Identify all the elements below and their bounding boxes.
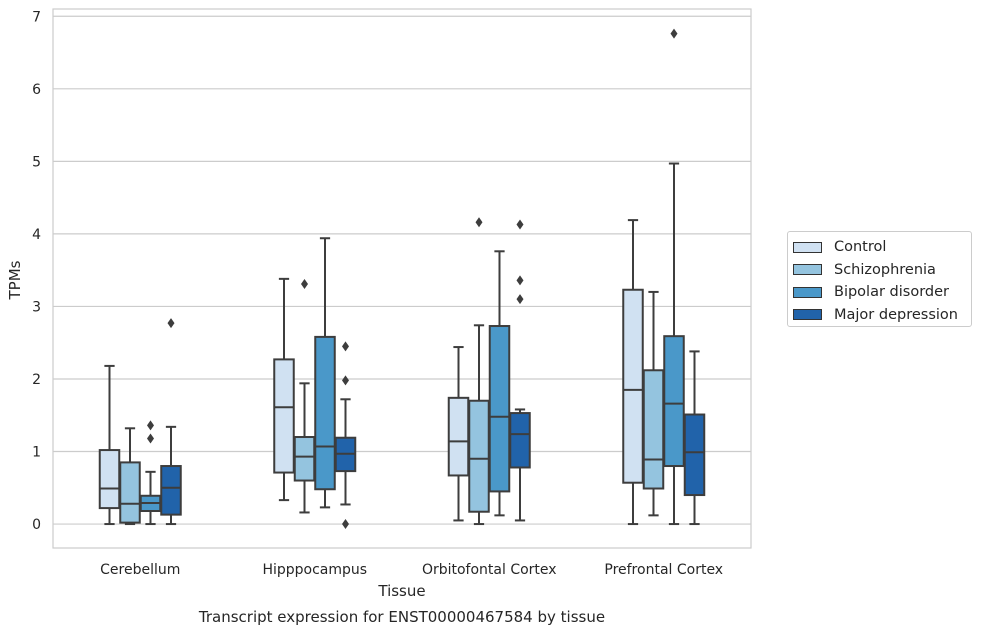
outlier-point bbox=[670, 28, 678, 39]
box-3-2 bbox=[663, 28, 685, 526]
box-1-0 bbox=[273, 277, 295, 502]
box-body bbox=[642, 369, 665, 490]
legend-label: Control bbox=[834, 239, 887, 256]
x-axis-label: Tissue bbox=[377, 582, 425, 600]
box-body bbox=[488, 325, 511, 493]
box-body bbox=[683, 413, 706, 497]
box-3-0 bbox=[622, 219, 644, 526]
box-3-3 bbox=[683, 350, 706, 526]
y-tick-labels: 0 1 2 3 4 5 6 7 bbox=[32, 9, 41, 533]
outlier-point bbox=[147, 433, 154, 444]
y-tick-label: 0 bbox=[32, 517, 41, 533]
x-tick-label: Orbitofontal Cortex bbox=[422, 562, 557, 578]
y-tick-label: 2 bbox=[32, 372, 41, 388]
x-tick-label: Cerebellum bbox=[100, 562, 180, 578]
x-tick-labels: Cerebellum Hipppocampus Orbitofontal Corte… bbox=[100, 562, 723, 578]
y-axis-label: TPMs bbox=[6, 260, 24, 300]
y-tick-label: 1 bbox=[32, 445, 41, 461]
box-1-1 bbox=[293, 278, 316, 514]
legend-swatch bbox=[793, 286, 822, 298]
y-tick-label: 6 bbox=[32, 82, 41, 98]
outlier-point bbox=[147, 420, 154, 431]
box-body bbox=[468, 399, 490, 513]
legend-swatch bbox=[793, 241, 822, 253]
y-tick-label: 5 bbox=[32, 154, 41, 170]
box-0-2 bbox=[139, 420, 162, 526]
legend-label: Major depression bbox=[834, 306, 958, 323]
box-2-1 bbox=[468, 217, 490, 526]
outlier-point bbox=[475, 217, 483, 228]
box-2-0 bbox=[447, 346, 470, 522]
legend-label: Bipolar disorder bbox=[834, 284, 949, 301]
legend-item: Control bbox=[793, 236, 971, 259]
box-body bbox=[160, 465, 182, 516]
y-tick-label: 3 bbox=[32, 299, 41, 315]
box-3-1 bbox=[642, 290, 665, 517]
outlier-point bbox=[516, 275, 524, 286]
box-body bbox=[119, 461, 141, 524]
outlier-point bbox=[342, 519, 349, 530]
box-body bbox=[273, 358, 295, 474]
legend-swatch bbox=[793, 264, 822, 276]
box-1-2 bbox=[314, 237, 336, 509]
outlier-point bbox=[301, 278, 308, 289]
x-tick-label: Prefrontal Cortex bbox=[604, 562, 723, 578]
legend-item: Bipolar disorder bbox=[793, 281, 971, 304]
box-body bbox=[293, 436, 316, 482]
outlier-point bbox=[516, 294, 524, 305]
plot-frame bbox=[52, 8, 752, 549]
box-2-2 bbox=[488, 250, 511, 517]
box-body bbox=[622, 288, 644, 484]
box-body bbox=[663, 335, 685, 468]
box-body bbox=[314, 335, 336, 491]
box-2-3 bbox=[509, 219, 531, 522]
outlier-point bbox=[342, 375, 349, 386]
legend-item: Schizophrenia bbox=[793, 259, 971, 282]
y-tick-label: 4 bbox=[32, 227, 41, 243]
legend: Control Schizophrenia Bipolar disorder Majo… bbox=[787, 231, 972, 327]
box-0-0 bbox=[98, 364, 121, 526]
box-body bbox=[509, 412, 531, 469]
outlier-point bbox=[167, 318, 175, 329]
legend-label: Schizophrenia bbox=[834, 261, 936, 278]
y-tick-label: 7 bbox=[32, 9, 41, 25]
gridlines bbox=[53, 15, 751, 525]
outlier-point bbox=[342, 341, 349, 352]
box-1-3 bbox=[334, 341, 357, 530]
legend-swatch bbox=[793, 309, 822, 321]
legend-item: Major depression bbox=[793, 304, 971, 327]
box-body bbox=[98, 449, 121, 510]
x-tick-label: Hipppocampus bbox=[262, 562, 367, 578]
outlier-point bbox=[516, 219, 524, 230]
box-body bbox=[447, 396, 470, 477]
chart-caption: Transcript expression for ENST0000046758… bbox=[198, 608, 605, 626]
box-0-1 bbox=[119, 427, 141, 526]
box-0-3 bbox=[160, 318, 182, 526]
boxes bbox=[98, 28, 706, 530]
